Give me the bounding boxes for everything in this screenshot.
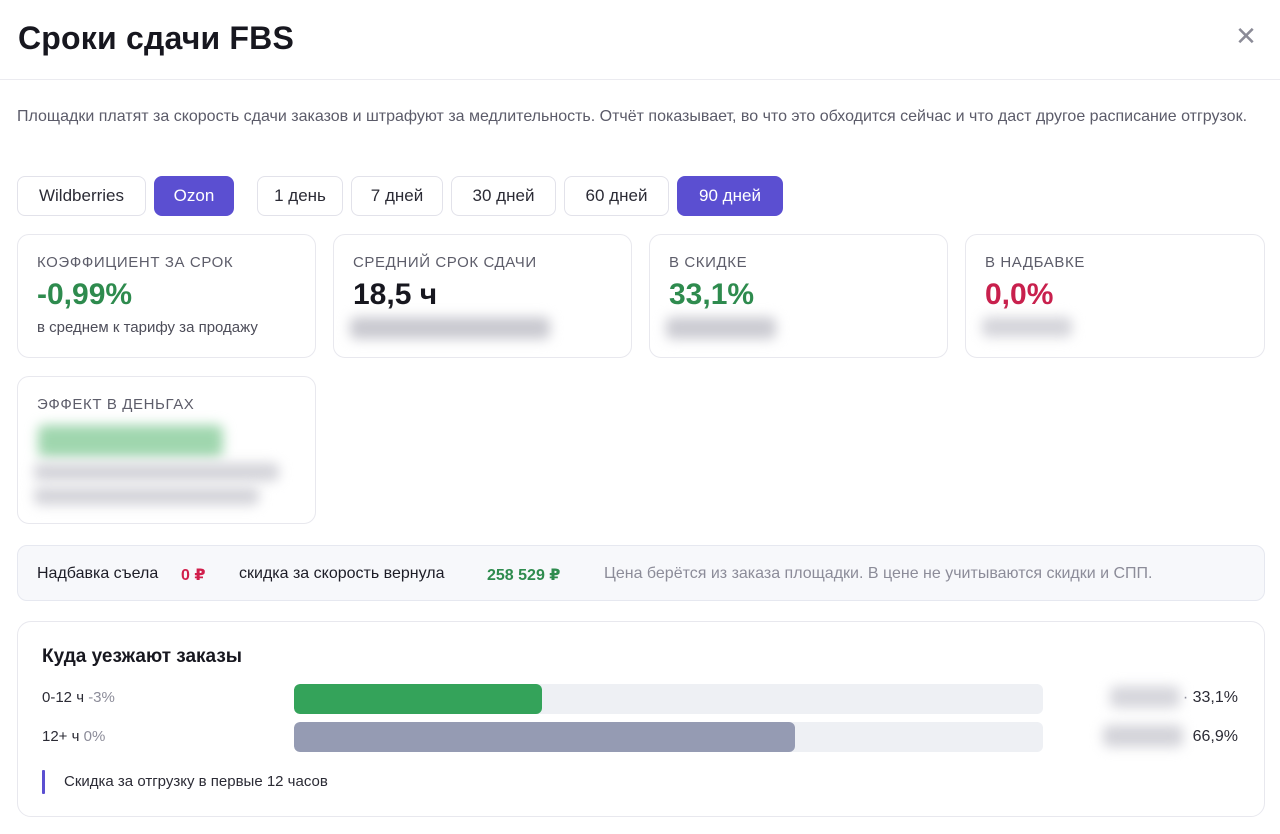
period-30-days-button[interactable]: 30 дней: [451, 176, 556, 216]
report-description: Площадки платят за скорость сдачи заказо…: [17, 108, 1248, 125]
metric-value: 18,5 ч: [353, 278, 438, 311]
legend-text: Скидка за отгрузку в первые 12 часов: [64, 773, 328, 790]
discount-text: скидка за скорость вернула: [239, 565, 445, 582]
bar-track-12-plus: [294, 722, 1043, 752]
row-delta: -3%: [88, 689, 115, 706]
redacted-count: [1103, 725, 1183, 747]
metric-label: В СКИДКЕ: [669, 254, 748, 271]
row-label-0-12: 0-12 ч -3%: [42, 689, 115, 706]
redacted-subtitle: [350, 317, 550, 339]
metric-card-surcharge: В НАДБАВКЕ 0,0%: [965, 234, 1265, 358]
row-range: 12+ ч: [42, 728, 80, 745]
redacted-count: [1110, 686, 1180, 708]
metric-card-average-time: СРЕДНИЙ СРОК СДАЧИ 18,5 ч: [333, 234, 632, 358]
metric-label: ЭФФЕКТ В ДЕНЬГАХ: [37, 396, 195, 413]
period-7-days-button[interactable]: 7 дней: [351, 176, 443, 216]
modal-header: Сроки сдачи FBS ✕: [0, 0, 1280, 80]
row-range: 0-12 ч: [42, 689, 85, 706]
redacted-subtitle: [666, 317, 776, 339]
row-label-12-plus: 12+ ч 0%: [42, 728, 105, 745]
metric-card-discount: В СКИДКЕ 33,1%: [649, 234, 948, 358]
metric-value: -0,99%: [37, 278, 133, 311]
row-percent: 66,9%: [1192, 728, 1238, 745]
percent-value: 33,1%: [1192, 689, 1238, 706]
redacted-subtitle: [34, 487, 259, 505]
metric-card-coefficient: КОЭФФИЦИЕНТ ЗА СРОК -0,99% в среднем к т…: [17, 234, 316, 358]
price-hint: Цена берётся из заказа площадки. В цене …: [604, 565, 1153, 582]
panel-title: Куда уезжают заказы: [42, 646, 243, 667]
money-summary-note: Надбавка съела 0 ₽ скидка за скорость ве…: [17, 545, 1265, 601]
redacted-subtitle: [34, 463, 279, 481]
surcharge-text: Надбавка съела: [37, 565, 159, 582]
modal-title: Сроки сдачи FBS: [18, 20, 295, 56]
bar-fill-0-12: [294, 684, 542, 714]
row-percent: · 33,1%: [1182, 689, 1238, 706]
bar-track-0-12: [294, 684, 1043, 714]
metric-value: 33,1%: [669, 278, 755, 311]
redacted-subtitle: [982, 317, 1072, 337]
redacted-value: [38, 425, 223, 457]
metric-card-money-effect: ЭФФЕКТ В ДЕНЬГАХ: [17, 376, 316, 524]
discount-amount: 258 529 ₽: [487, 567, 561, 584]
marketplace-wildberries-button[interactable]: Wildberries: [17, 176, 146, 216]
period-90-days-button[interactable]: 90 дней: [677, 176, 783, 216]
legend-marker: [42, 770, 45, 794]
bar-fill-12-plus: [294, 722, 796, 752]
metric-label: КОЭФФИЦИЕНТ ЗА СРОК: [37, 254, 234, 271]
metric-subtitle: в среднем к тарифу за продажу: [37, 319, 258, 336]
period-1-day-button[interactable]: 1 день: [257, 176, 343, 216]
metric-value: 0,0%: [985, 278, 1054, 311]
metric-label: СРЕДНИЙ СРОК СДАЧИ: [353, 254, 537, 271]
close-icon[interactable]: ✕: [1235, 20, 1257, 51]
marketplace-ozon-button[interactable]: Ozon: [154, 176, 234, 216]
orders-distribution-panel: Куда уезжают заказы 0-12 ч -3% · 33,1% 1…: [17, 621, 1265, 817]
surcharge-amount: 0 ₽: [181, 567, 206, 584]
row-delta: 0%: [83, 728, 106, 745]
period-60-days-button[interactable]: 60 дней: [564, 176, 669, 216]
metric-label: В НАДБАВКЕ: [985, 254, 1085, 271]
